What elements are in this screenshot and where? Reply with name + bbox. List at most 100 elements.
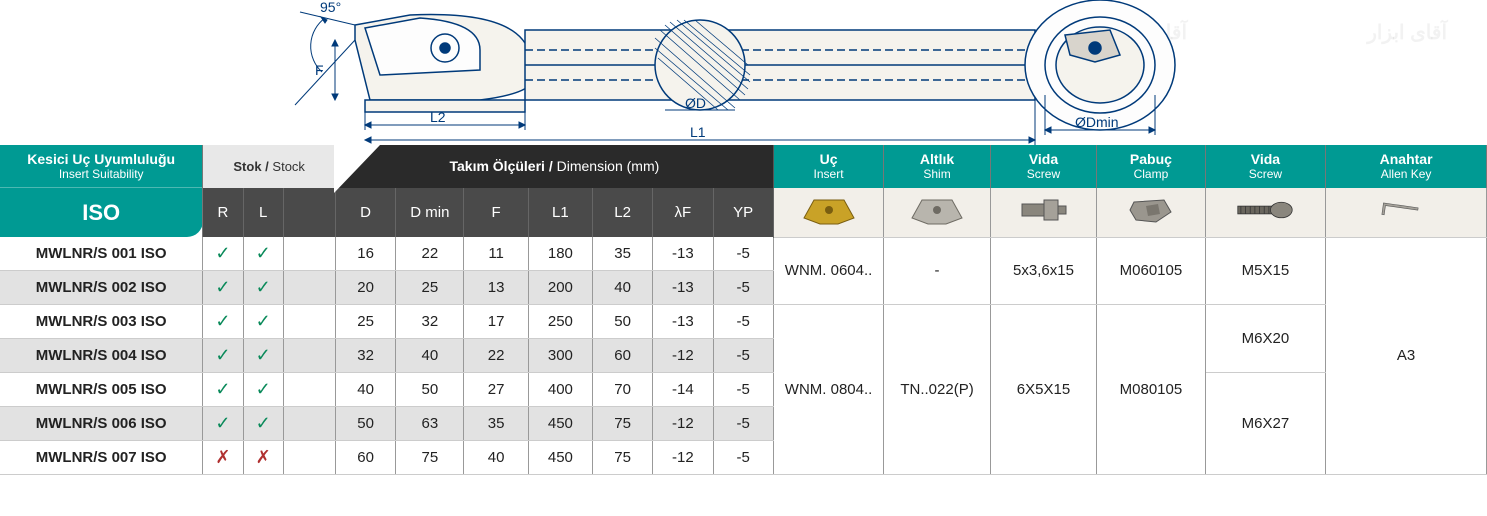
product-code: MWLNR/S 007 ISO bbox=[0, 441, 203, 475]
f-label: F bbox=[315, 62, 324, 78]
blank-cell bbox=[283, 407, 335, 441]
dim-yp: -5 bbox=[713, 441, 773, 475]
dim-f: 35 bbox=[464, 407, 528, 441]
dim-f: 27 bbox=[464, 373, 528, 407]
header-screw2: VidaScrew bbox=[1205, 145, 1326, 188]
dim-l2: 40 bbox=[593, 271, 653, 305]
dim-d: 50 bbox=[335, 407, 395, 441]
dim-lf: -12 bbox=[653, 407, 713, 441]
stock-l: ✓ bbox=[243, 373, 283, 407]
col-blank bbox=[283, 188, 335, 238]
stock-r: ✓ bbox=[203, 339, 243, 373]
table-row: MWLNR/S 003 ISO ✓ ✓ 25 32 17 250 50 -13 … bbox=[0, 305, 1487, 339]
dim-f: 40 bbox=[464, 441, 528, 475]
dim-l1: 250 bbox=[528, 305, 592, 339]
dim-l2: 75 bbox=[593, 407, 653, 441]
dim-dmin: 32 bbox=[396, 305, 464, 339]
blank-cell bbox=[283, 441, 335, 475]
blank-cell bbox=[283, 373, 335, 407]
table-row: MWLNR/S 001 ISO ✓ ✓ 16 22 11 180 35 -13 … bbox=[0, 237, 1487, 271]
dim-l1: 450 bbox=[528, 441, 592, 475]
header-insert-suitability: Kesici Uç UyumluluğuInsert Suitability bbox=[0, 145, 203, 188]
header-dimension: Takım Ölçüleri / Dimension (mm) bbox=[335, 145, 773, 188]
dim-l1: 400 bbox=[528, 373, 592, 407]
product-code: MWLNR/S 002 ISO bbox=[0, 271, 203, 305]
header-allen: AnahtarAllen Key bbox=[1326, 145, 1487, 188]
dim-d: 16 bbox=[335, 237, 395, 271]
stock-r: ✓ bbox=[203, 237, 243, 271]
dim-yp: -5 bbox=[713, 305, 773, 339]
dim-l2: 50 bbox=[593, 305, 653, 339]
screw-code: 5x3,6x15 bbox=[990, 237, 1096, 305]
header-iso: ISO bbox=[0, 188, 203, 238]
dim-lf: -13 bbox=[653, 271, 713, 305]
l2-label: L2 bbox=[430, 109, 446, 125]
clamp-icon bbox=[1097, 188, 1205, 238]
insert-icon bbox=[773, 188, 883, 238]
dim-dmin: 25 bbox=[396, 271, 464, 305]
stock-l: ✓ bbox=[243, 271, 283, 305]
dim-f: 22 bbox=[464, 339, 528, 373]
screw-code: 6X5X15 bbox=[990, 305, 1096, 475]
header-shim: AltlıkShim bbox=[884, 145, 990, 188]
od-label: ØD bbox=[685, 95, 706, 111]
stock-l: ✗ bbox=[243, 441, 283, 475]
product-code: MWLNR/S 006 ISO bbox=[0, 407, 203, 441]
stock-l: ✓ bbox=[243, 407, 283, 441]
col-dmin: D min bbox=[396, 188, 464, 238]
dim-lf: -14 bbox=[653, 373, 713, 407]
col-d: D bbox=[335, 188, 395, 238]
dim-l1: 200 bbox=[528, 271, 592, 305]
product-code: MWLNR/S 003 ISO bbox=[0, 305, 203, 339]
screw2-code: M6X20 bbox=[1205, 305, 1326, 373]
dim-yp: -5 bbox=[713, 271, 773, 305]
screw2-icon bbox=[1205, 188, 1326, 238]
dim-l2: 35 bbox=[593, 237, 653, 271]
allen-code: A3 bbox=[1326, 237, 1487, 475]
screw-icon bbox=[990, 188, 1096, 238]
stock-r: ✓ bbox=[203, 407, 243, 441]
dim-d: 25 bbox=[335, 305, 395, 339]
col-f: F bbox=[464, 188, 528, 238]
dim-dmin: 63 bbox=[396, 407, 464, 441]
dim-l1: 300 bbox=[528, 339, 592, 373]
clamp-code: M080105 bbox=[1097, 305, 1205, 475]
angle-label: 95° bbox=[320, 0, 341, 15]
screw2-code: M6X27 bbox=[1205, 373, 1326, 475]
dim-dmin: 40 bbox=[396, 339, 464, 373]
screw2-code: M5X15 bbox=[1205, 237, 1326, 305]
dim-l1: 450 bbox=[528, 407, 592, 441]
product-code: MWLNR/S 005 ISO bbox=[0, 373, 203, 407]
dim-yp: -5 bbox=[713, 407, 773, 441]
dim-f: 13 bbox=[464, 271, 528, 305]
stock-l: ✓ bbox=[243, 339, 283, 373]
l1-label: L1 bbox=[690, 124, 706, 140]
header-stock: Stok / Stock bbox=[203, 145, 336, 188]
dim-d: 60 bbox=[335, 441, 395, 475]
shim-code: - bbox=[884, 237, 990, 305]
dim-lf: -12 bbox=[653, 441, 713, 475]
dim-d: 20 bbox=[335, 271, 395, 305]
blank-cell bbox=[283, 305, 335, 339]
dim-yp: -5 bbox=[713, 373, 773, 407]
dim-dmin: 50 bbox=[396, 373, 464, 407]
stock-r: ✓ bbox=[203, 305, 243, 339]
header-insert: UçInsert bbox=[773, 145, 883, 188]
stock-r: ✓ bbox=[203, 271, 243, 305]
dim-lf: -13 bbox=[653, 305, 713, 339]
dim-yp: -5 bbox=[713, 237, 773, 271]
header-clamp: PabuçClamp bbox=[1097, 145, 1205, 188]
dim-f: 11 bbox=[464, 237, 528, 271]
col-l1: L1 bbox=[528, 188, 592, 238]
dim-dmin: 75 bbox=[396, 441, 464, 475]
col-r: R bbox=[203, 188, 243, 238]
dim-l2: 70 bbox=[593, 373, 653, 407]
dim-l1: 180 bbox=[528, 237, 592, 271]
blank-cell bbox=[283, 339, 335, 373]
clamp-code: M060105 bbox=[1097, 237, 1205, 305]
stock-l: ✓ bbox=[243, 237, 283, 271]
dim-l2: 75 bbox=[593, 441, 653, 475]
blank-cell bbox=[283, 271, 335, 305]
stock-r: ✗ bbox=[203, 441, 243, 475]
dim-f: 17 bbox=[464, 305, 528, 339]
